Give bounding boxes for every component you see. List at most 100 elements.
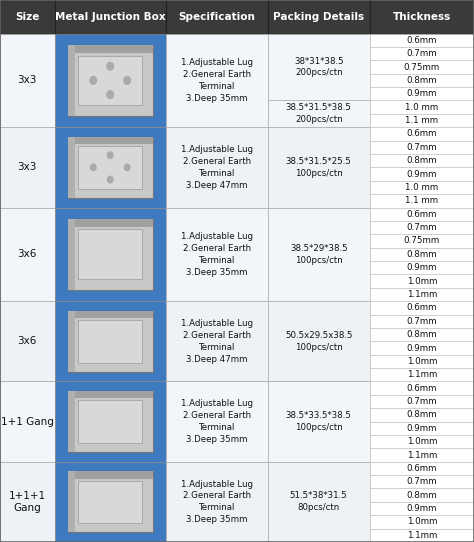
Circle shape — [124, 164, 130, 171]
Bar — [55, 382, 166, 462]
Bar — [370, 515, 474, 528]
Circle shape — [123, 76, 131, 85]
Bar — [268, 301, 370, 382]
Bar — [68, 391, 153, 452]
Text: 0.7mm: 0.7mm — [407, 397, 437, 406]
Bar — [370, 100, 474, 114]
Text: 0.6mm: 0.6mm — [407, 384, 437, 392]
Bar — [370, 208, 474, 221]
Bar — [370, 528, 474, 542]
Bar — [370, 395, 474, 408]
Bar — [370, 502, 474, 515]
Bar — [68, 472, 153, 532]
Bar — [78, 55, 142, 105]
Bar — [268, 34, 370, 100]
Bar — [370, 140, 474, 154]
Bar — [370, 87, 474, 100]
Text: 3x6: 3x6 — [18, 249, 37, 260]
Bar — [55, 462, 166, 542]
Text: 1+1+1
Gang: 1+1+1 Gang — [9, 491, 46, 513]
Bar — [68, 472, 153, 479]
Text: 1.Adjustable Lug
2.General Earth
Terminal
3.Deep 35mm: 1.Adjustable Lug 2.General Earth Termina… — [181, 399, 253, 444]
Bar — [0, 462, 55, 542]
Circle shape — [107, 152, 113, 159]
Text: 0.9mm: 0.9mm — [407, 263, 437, 272]
Bar — [68, 137, 153, 144]
Text: 0.8mm: 0.8mm — [407, 491, 437, 500]
Bar — [78, 229, 142, 279]
Text: 0.8mm: 0.8mm — [407, 330, 437, 339]
Circle shape — [107, 91, 114, 99]
Text: 1.0mm: 1.0mm — [407, 437, 437, 446]
Text: 1.0mm: 1.0mm — [407, 518, 437, 526]
Text: 1.0mm: 1.0mm — [407, 357, 437, 366]
Bar — [370, 462, 474, 475]
Bar — [0, 382, 55, 462]
Bar — [370, 475, 474, 488]
Bar — [370, 408, 474, 422]
Text: Thickness: Thickness — [393, 12, 451, 22]
Text: 0.6mm: 0.6mm — [407, 304, 437, 312]
Text: 1.Adjustable Lug
2.General Earth
Terminal
3.Deep 35mm: 1.Adjustable Lug 2.General Earth Termina… — [181, 232, 253, 276]
Bar — [68, 45, 153, 116]
Text: 0.6mm: 0.6mm — [407, 210, 437, 219]
Bar — [370, 47, 474, 60]
Bar — [68, 391, 153, 398]
Bar — [68, 137, 153, 198]
Circle shape — [107, 62, 114, 70]
Bar — [370, 167, 474, 181]
Text: 1.0mm: 1.0mm — [407, 276, 437, 286]
Text: 1.Adjustable Lug
2.General Earth
Terminal
3.Deep 35mm: 1.Adjustable Lug 2.General Earth Termina… — [181, 58, 253, 102]
Bar — [370, 488, 474, 502]
Bar — [166, 0, 268, 34]
Bar — [166, 34, 268, 127]
Text: Size: Size — [15, 12, 39, 22]
Bar — [370, 354, 474, 368]
Bar — [166, 208, 268, 301]
Bar — [55, 34, 166, 127]
Text: 1.1mm: 1.1mm — [407, 531, 437, 540]
Bar — [0, 0, 55, 34]
Text: 3x6: 3x6 — [18, 337, 37, 346]
Bar — [55, 208, 166, 301]
Bar — [370, 114, 474, 127]
Bar — [268, 127, 370, 208]
Bar — [268, 208, 370, 301]
Bar — [370, 382, 474, 395]
Bar — [370, 127, 474, 140]
Bar — [0, 34, 55, 127]
Text: 1.Adjustable Lug
2.General Earth
Terminal
3.Deep 47mm: 1.Adjustable Lug 2.General Earth Termina… — [181, 319, 253, 364]
Bar — [0, 208, 55, 301]
Bar — [370, 448, 474, 462]
Bar — [268, 462, 370, 542]
Text: 3x3: 3x3 — [18, 75, 37, 86]
Text: 1.1mm: 1.1mm — [407, 450, 437, 460]
Text: 51.5*38*31.5
80pcs/ctn: 51.5*38*31.5 80pcs/ctn — [290, 492, 347, 512]
Text: 0.7mm: 0.7mm — [407, 143, 437, 152]
Bar — [370, 261, 474, 274]
Bar — [166, 301, 268, 382]
Bar — [68, 219, 153, 290]
Bar — [68, 391, 74, 452]
Bar — [55, 301, 166, 382]
Text: 0.6mm: 0.6mm — [407, 36, 437, 45]
Text: 1.0 mm: 1.0 mm — [405, 102, 438, 112]
Bar — [68, 472, 74, 532]
Bar — [370, 301, 474, 314]
Text: 1.Adjustable Lug
2.General Earth
Terminal
3.Deep 35mm: 1.Adjustable Lug 2.General Earth Termina… — [181, 480, 253, 524]
Text: 0.8mm: 0.8mm — [407, 250, 437, 259]
Bar — [370, 194, 474, 208]
Text: 0.7mm: 0.7mm — [407, 49, 437, 58]
Bar — [370, 341, 474, 354]
Text: Metal Junction Box: Metal Junction Box — [55, 12, 165, 22]
Text: 0.7mm: 0.7mm — [407, 223, 437, 232]
Bar — [55, 127, 166, 208]
Bar — [166, 127, 268, 208]
Text: Packing Details: Packing Details — [273, 12, 365, 22]
Bar — [78, 320, 142, 363]
Circle shape — [90, 76, 97, 85]
Text: 1.1mm: 1.1mm — [407, 370, 437, 379]
Text: 0.7mm: 0.7mm — [407, 478, 437, 486]
Bar — [268, 100, 370, 127]
Text: 0.75mm: 0.75mm — [404, 62, 440, 72]
